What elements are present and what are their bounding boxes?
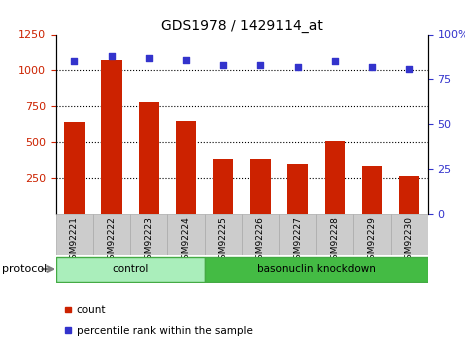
Bar xyxy=(287,164,308,214)
Bar xyxy=(279,214,316,255)
Bar xyxy=(353,214,391,255)
Text: control: control xyxy=(112,264,148,274)
Text: GSM92221: GSM92221 xyxy=(70,216,79,265)
Text: GSM92229: GSM92229 xyxy=(367,216,377,265)
Bar xyxy=(139,102,159,214)
Point xyxy=(182,57,190,62)
Text: basonuclin knockdown: basonuclin knockdown xyxy=(257,264,376,274)
Point xyxy=(108,53,115,59)
Text: GSM92226: GSM92226 xyxy=(256,216,265,265)
Text: GSM92228: GSM92228 xyxy=(330,216,339,265)
Bar xyxy=(176,121,196,214)
Point xyxy=(331,59,339,64)
Point xyxy=(219,62,227,68)
Text: GSM92224: GSM92224 xyxy=(181,216,191,265)
Bar xyxy=(250,159,271,214)
Text: percentile rank within the sample: percentile rank within the sample xyxy=(77,326,252,335)
Bar xyxy=(242,214,279,255)
Point xyxy=(257,62,264,68)
Bar xyxy=(213,159,233,214)
Bar xyxy=(101,60,122,214)
Bar xyxy=(167,214,205,255)
Text: count: count xyxy=(77,305,106,315)
Point xyxy=(145,55,153,61)
Text: GSM92230: GSM92230 xyxy=(405,216,414,265)
Bar xyxy=(56,214,93,255)
Text: GSM92223: GSM92223 xyxy=(144,216,153,265)
Text: protocol: protocol xyxy=(2,264,47,274)
Bar xyxy=(205,257,428,282)
Bar xyxy=(391,214,428,255)
Bar xyxy=(316,214,353,255)
Point xyxy=(368,64,376,70)
Text: GSM92227: GSM92227 xyxy=(293,216,302,265)
Bar xyxy=(130,214,167,255)
Bar xyxy=(325,141,345,214)
Point xyxy=(294,64,301,70)
Text: GSM92225: GSM92225 xyxy=(219,216,228,265)
Bar xyxy=(362,166,382,214)
Bar xyxy=(93,214,130,255)
Title: GDS1978 / 1429114_at: GDS1978 / 1429114_at xyxy=(161,19,323,33)
Bar xyxy=(64,122,85,214)
Point xyxy=(405,66,413,71)
Point xyxy=(71,59,78,64)
Bar xyxy=(399,176,419,214)
Bar xyxy=(205,214,242,255)
Text: GSM92222: GSM92222 xyxy=(107,216,116,265)
Bar xyxy=(56,257,205,282)
